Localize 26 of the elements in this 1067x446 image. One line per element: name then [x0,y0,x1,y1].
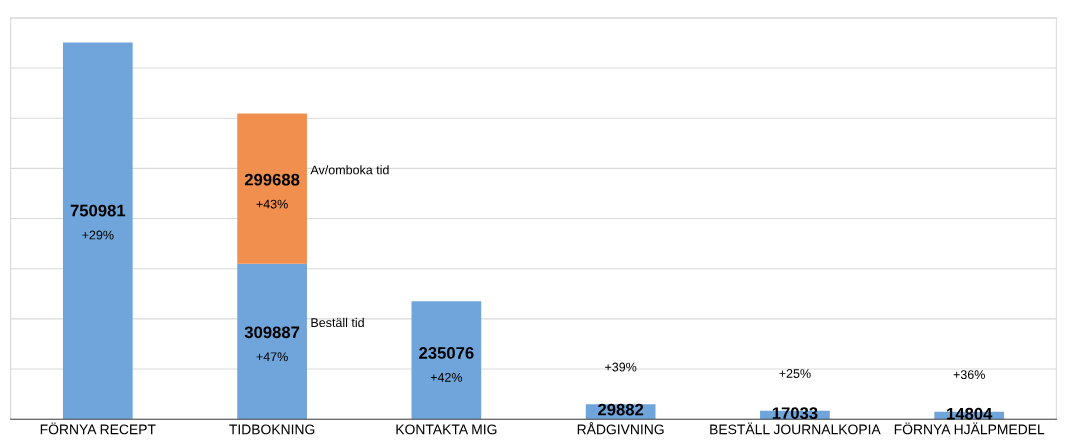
x-tick-label: BESTÄLL JOURNALKOPIA [710,422,881,435]
data-label: 750981 [70,204,126,217]
annotation: +36% [953,370,985,380]
annotation: +25% [779,369,811,378]
bar [411,301,482,420]
series-label: Beställ tid [311,317,364,328]
annotation: +39% [605,362,637,372]
x-tick-label: RÅDGIVNING [577,422,664,435]
data-label: 235076 [419,347,474,359]
x-tick-label: KONTAKTA MIG [396,424,497,435]
x-tick-label: FÖRNYA RECEPT [40,422,156,435]
data-label: 14804 [947,407,993,420]
annotation: +42% [430,372,463,382]
series-label: Av/omboka tid [310,165,389,175]
annotation: +29% [82,230,114,240]
bar [237,113,307,264]
x-tick-label: FÖRNYA HJÄLPMEDEL [894,422,1045,435]
data-label: 299688 [244,173,300,186]
data-label: 17033 [772,407,818,420]
annotation: +47% [256,352,288,362]
bar [62,42,133,420]
data-label: 29882 [598,403,644,416]
bar [237,263,307,420]
data-label: 309887 [244,326,300,339]
x-tick-label: TIDBOKNING [229,424,315,435]
annotation: +43% [256,199,288,209]
